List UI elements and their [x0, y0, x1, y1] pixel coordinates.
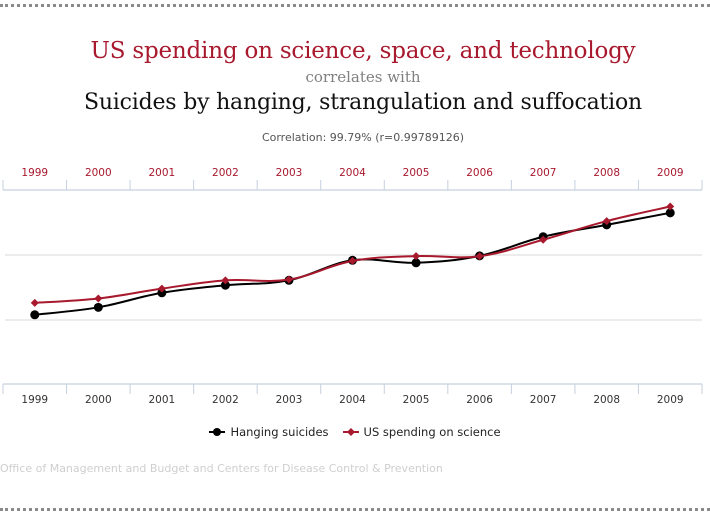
data-point-hanging-suicides[interactable]: [220, 280, 230, 290]
top-axis-label: 2009: [657, 167, 684, 179]
top-axis-label: 2007: [530, 167, 557, 179]
legend-circle-marker-icon: [209, 428, 226, 436]
bottom-axis-label: 2004: [339, 394, 366, 406]
data-point-us-spending-on-science[interactable]: [412, 252, 421, 261]
bottom-axis-label: 2005: [403, 394, 430, 406]
bottom-axis-label: 2009: [657, 394, 684, 406]
bottom-axis-label: 2003: [276, 394, 303, 406]
chart-legend: Hanging suicides US spending on science: [0, 425, 710, 439]
axis-layer: 1999 2000 2001 2002 2003 2004 2005 2006 2007 2008…: [2, 167, 703, 406]
top-dotted-divider: [0, 4, 710, 7]
data-point-hanging-suicides[interactable]: [30, 310, 40, 320]
series-layer: [30, 202, 675, 320]
bottom-axis-label: 2006: [466, 394, 493, 406]
top-axis-label: 2008: [593, 167, 620, 179]
grid-layer: [5, 254, 702, 321]
legend-item-hanging-suicides[interactable]: Hanging suicides: [209, 425, 329, 439]
title-connector: correlates with: [305, 68, 421, 86]
data-point-hanging-suicides[interactable]: [411, 258, 421, 268]
data-point-us-spending-on-science[interactable]: [666, 202, 675, 211]
bottom-axis-label: 2008: [593, 394, 620, 406]
bottom-axis-label: 2000: [85, 394, 112, 406]
data-point-us-spending-on-science[interactable]: [284, 275, 293, 284]
top-axis-label: 2002: [212, 167, 239, 179]
legend-label: Hanging suicides: [230, 425, 329, 439]
correlation-text: Correlation: 99.79% (r=0.99789126): [261, 131, 465, 144]
data-point-hanging-suicides[interactable]: [93, 302, 103, 312]
data-point-us-spending-on-science[interactable]: [348, 256, 357, 265]
legend-item-us-spending[interactable]: US spending on science: [342, 425, 501, 439]
data-point-hanging-suicides[interactable]: [157, 288, 167, 298]
legend-diamond-marker-icon: [342, 428, 359, 436]
legend-label: US spending on science: [363, 425, 501, 439]
data-point-us-spending-on-science[interactable]: [30, 298, 39, 307]
top-axis-label: 2001: [148, 167, 175, 179]
data-point-us-spending-on-science[interactable]: [94, 294, 103, 303]
data-point-us-spending-on-science[interactable]: [602, 217, 611, 226]
bottom-axis-label: 2001: [148, 394, 175, 406]
title-variable-1: US spending on science, space, and techn…: [90, 38, 636, 64]
data-point-us-spending-on-science[interactable]: [475, 252, 484, 261]
data-point-us-spending-on-science[interactable]: [539, 235, 548, 244]
top-axis-label: 2000: [85, 167, 112, 179]
top-axis-label: 2004: [339, 167, 366, 179]
data-point-us-spending-on-science[interactable]: [221, 276, 230, 285]
bottom-axis-label: 1999: [21, 394, 48, 406]
top-axis-label: 2003: [276, 167, 303, 179]
bottom-dotted-divider: [0, 508, 710, 511]
top-axis-label: 1999: [21, 167, 48, 179]
top-axis-label: 2006: [466, 167, 493, 179]
data-point-us-spending-on-science[interactable]: [157, 284, 166, 293]
line-chart: 1999 2000 2001 2002 2003 2004 2005 2006 2007 2008…: [2, 167, 703, 406]
top-axis-label: 2005: [403, 167, 430, 179]
data-point-hanging-suicides[interactable]: [665, 208, 675, 218]
bottom-axis-label: 2002: [212, 394, 239, 406]
bottom-axis-label: 2007: [530, 394, 557, 406]
data-source: Office of Management and Budget and Cent…: [0, 462, 443, 475]
title-variable-2: Suicides by hanging, strangulation and s…: [83, 90, 643, 115]
